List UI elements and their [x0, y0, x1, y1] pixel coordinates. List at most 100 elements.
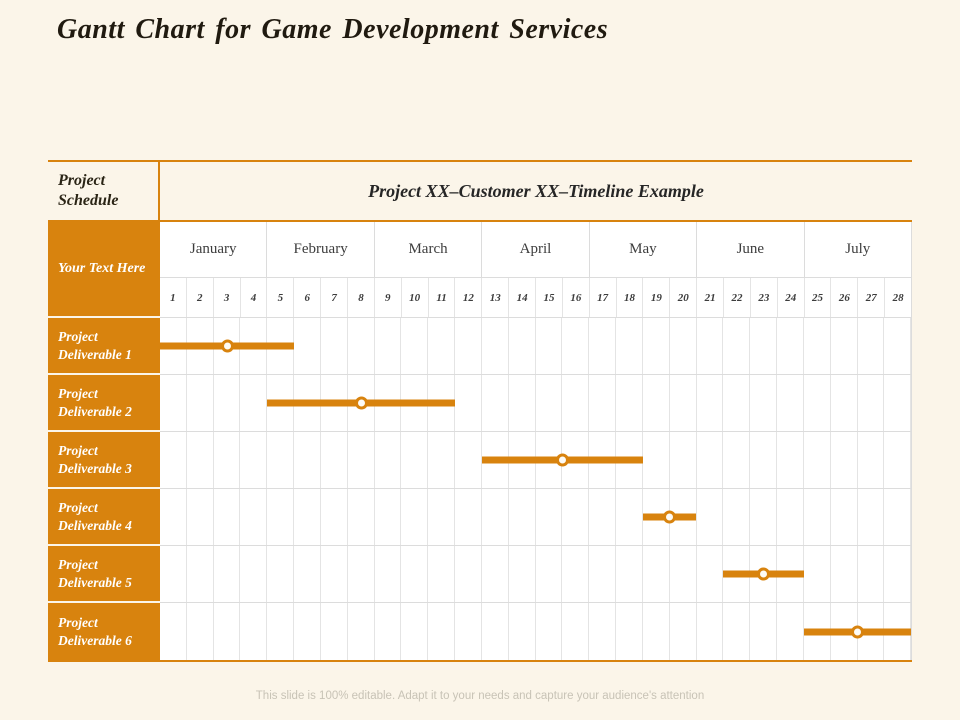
grid-cell [455, 375, 482, 431]
grid-cell [509, 546, 536, 602]
timeline-title: Project XX–Customer XX–Timeline Example [368, 180, 704, 201]
month-label: July [845, 241, 871, 257]
grid-cell [536, 546, 563, 602]
grid-cell [884, 318, 912, 374]
grid-cell [723, 489, 751, 545]
grid-cell [267, 489, 295, 545]
grid-cell [643, 546, 670, 602]
grid-cell [536, 603, 563, 660]
grid-cell [455, 603, 482, 660]
grid-cell [750, 432, 778, 488]
grid-cell [589, 603, 617, 660]
grid-cell [267, 603, 295, 660]
grid-cell [401, 318, 429, 374]
day-label: 9 [375, 278, 402, 317]
grid-cell [240, 489, 268, 545]
grid-cell [214, 489, 241, 545]
grid-cell [697, 318, 724, 374]
grid-cell [267, 432, 295, 488]
grid-cell [187, 546, 214, 602]
grid-cell [858, 318, 885, 374]
grid-cell [804, 318, 831, 374]
grid-cell [428, 318, 456, 374]
day-label: 13 [482, 278, 510, 317]
grid-cell [670, 432, 697, 488]
day-label: 11 [429, 278, 456, 317]
grid-cell [401, 432, 429, 488]
grid-cell [562, 489, 590, 545]
grid-cell [455, 546, 482, 602]
month-label: June [697, 222, 805, 277]
grid-cell [643, 375, 670, 431]
grid-cell [884, 489, 912, 545]
day-label: 20 [670, 278, 698, 317]
day-label: 2 [187, 278, 214, 317]
left-header: Your Text Here [48, 222, 160, 318]
grid-cell [294, 489, 321, 545]
grid-cell [214, 432, 241, 488]
row-label: Project Deliverable 4 [48, 489, 160, 546]
grid-cell [348, 318, 375, 374]
grid-cell [804, 546, 831, 602]
day-label: 17 [590, 278, 617, 317]
grid-cell [455, 432, 482, 488]
day-label: 12 [455, 278, 483, 317]
grid-cell [831, 546, 858, 602]
grid-cell [723, 318, 751, 374]
day-label: 15 [536, 278, 563, 317]
gantt-row [160, 489, 912, 546]
gantt-row [160, 546, 912, 603]
grid-cell [536, 489, 563, 545]
grid-cell [831, 489, 858, 545]
grid-cell [428, 432, 456, 488]
days-row: 1 2 3 4 5 6 7 8 9 10 11 12 13 14 15 16 17 18 19 20 21 22 23 24 2… [160, 278, 911, 318]
grid-cell [589, 546, 617, 602]
row-labels-column: Your Text Here Project Deliverable 1 Proj… [48, 222, 160, 660]
grid-cell [723, 375, 751, 431]
gantt-table: Project Schedule Project XX–Customer XX–… [48, 160, 912, 662]
day-label: 25 [805, 278, 832, 317]
grid-cell [375, 489, 402, 545]
month-label: January [160, 222, 268, 277]
grid-cell [723, 603, 751, 660]
day-label: 5 [267, 278, 295, 317]
grid-cell [616, 318, 643, 374]
grid-cell [455, 318, 482, 374]
day-label: 6 [294, 278, 322, 317]
gantt-bar-marker [220, 339, 234, 353]
grid-cell [187, 432, 214, 488]
grid-cell [616, 603, 643, 660]
grid-cell [536, 375, 563, 431]
grid-cell [321, 546, 348, 602]
grid-cell [804, 375, 831, 431]
row-label: Project Deliverable 1 [48, 318, 160, 375]
grid-cell [482, 318, 509, 374]
day-label: 21 [697, 278, 725, 317]
grid-cell [294, 546, 321, 602]
grid-cell [321, 489, 348, 545]
grid-cell [777, 603, 804, 660]
grid-cell [777, 489, 804, 545]
grid-cell [589, 489, 617, 545]
month-label: February [267, 222, 375, 277]
row-label: Project Deliverable 3 [48, 432, 160, 489]
grid-cell [321, 432, 348, 488]
day-label: 24 [778, 278, 805, 317]
grid-cell [214, 603, 241, 660]
month-label: March [375, 222, 483, 277]
grid-cell [160, 603, 187, 660]
grid-cell [750, 318, 778, 374]
grid-cell [536, 318, 563, 374]
grid-cell [777, 432, 804, 488]
grid-cell [831, 432, 858, 488]
grid-cell [321, 318, 348, 374]
grid-cell [348, 603, 375, 660]
grid-cell [562, 603, 590, 660]
grid-cell [884, 432, 912, 488]
grid-cell [750, 489, 778, 545]
grid-cell [240, 375, 268, 431]
gantt-bar-marker [663, 510, 677, 524]
gantt-bar-marker [354, 396, 368, 410]
day-label: 18 [617, 278, 644, 317]
grid-cell [616, 375, 643, 431]
